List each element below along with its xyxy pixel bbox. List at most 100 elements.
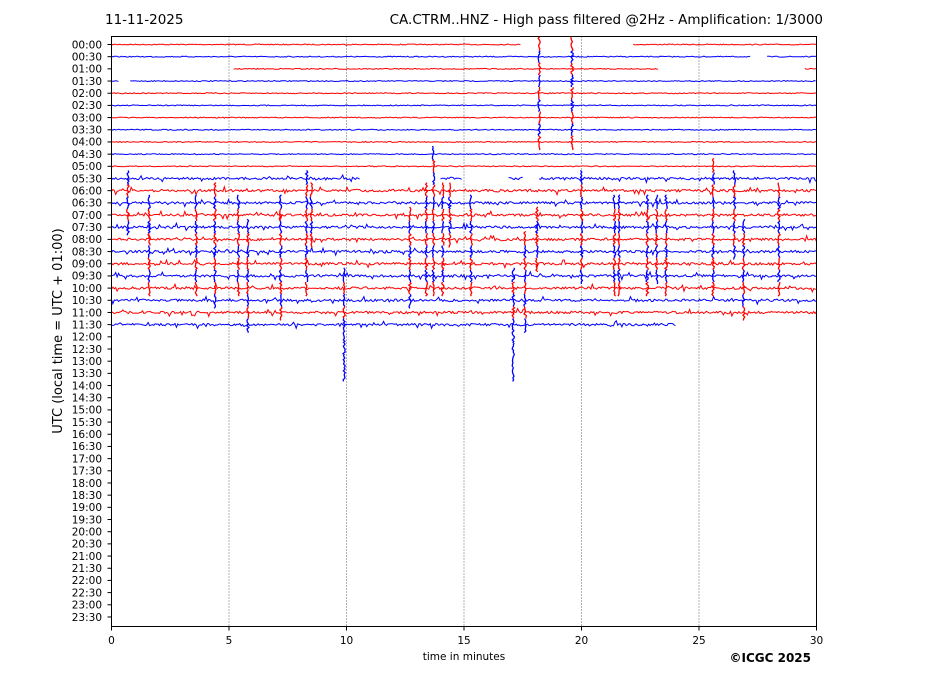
trace-06:00 <box>111 184 817 197</box>
event-spike <box>305 269 309 283</box>
trace-03:00 <box>111 116 817 119</box>
event-spike <box>777 220 781 234</box>
trace-05:30 <box>539 176 817 185</box>
event-spike <box>194 257 198 271</box>
event-spike <box>424 182 429 198</box>
y-tick-label: 09:00 <box>72 259 102 271</box>
event-spike <box>612 221 617 234</box>
event-spike <box>246 269 250 283</box>
trace-09:00 <box>111 258 817 270</box>
event-spike <box>431 245 435 258</box>
event-spike <box>408 245 412 259</box>
event-spike <box>441 196 445 209</box>
event-spike <box>569 74 575 88</box>
event-spike <box>523 281 527 295</box>
event-spike <box>534 257 539 273</box>
event-spike <box>126 184 131 197</box>
event-spike <box>304 220 309 234</box>
event-spike <box>305 196 309 210</box>
event-spike <box>441 182 445 197</box>
event-spike <box>246 294 250 307</box>
y-tick-label: 12:00 <box>72 332 102 344</box>
event-spike <box>645 245 650 259</box>
y-tick-label: 11:30 <box>72 319 102 331</box>
event-spike <box>777 281 781 297</box>
event-spike <box>309 196 313 210</box>
event-spike <box>408 269 412 283</box>
y-tick-label: 03:00 <box>72 112 102 124</box>
trace-05:00 <box>111 165 817 168</box>
y-tick-label: 08:00 <box>72 234 102 246</box>
trace-00:30 <box>111 55 751 58</box>
y-tick-label: 04:30 <box>72 149 102 161</box>
event-spike <box>147 245 151 258</box>
event-spike <box>579 257 583 270</box>
trace-05:30 <box>111 173 360 183</box>
event-spike <box>147 208 151 222</box>
event-spike <box>732 208 736 222</box>
event-spike <box>655 208 659 222</box>
event-spike <box>279 294 283 307</box>
event-spike <box>279 220 283 234</box>
x-axis-ticks: 0 5 10 15 20 25 30 <box>108 626 823 647</box>
event-spike <box>617 194 621 210</box>
event-spike <box>147 232 151 246</box>
x-tick-label: 10 <box>340 635 353 647</box>
event-spike <box>212 196 217 210</box>
event-spike <box>236 208 240 222</box>
event-spike <box>147 281 151 297</box>
event-spike <box>732 170 737 185</box>
event-spike <box>236 257 240 270</box>
event-spike <box>777 196 781 210</box>
event-spike <box>777 208 781 222</box>
event-spike <box>537 135 542 151</box>
event-spike <box>777 182 780 197</box>
y-tick-label: 07:00 <box>72 210 102 222</box>
x-axis-label: time in minutes <box>423 651 505 663</box>
event-spike <box>424 233 429 246</box>
y-tick-label: 01:00 <box>72 64 102 76</box>
event-spike <box>537 87 541 100</box>
y-axis-ticks: 00:0000:3001:0001:3002:0002:3003:0003:30… <box>72 39 112 624</box>
event-spike <box>711 157 715 173</box>
event-spike <box>579 269 584 285</box>
trace-04:00 <box>111 140 817 143</box>
event-spike <box>741 257 746 271</box>
event-spike <box>194 208 198 222</box>
y-tick-label: 13:30 <box>72 368 102 380</box>
trace-10:00 <box>111 282 817 294</box>
trace-09:30 <box>111 270 817 282</box>
event-spike <box>469 233 473 246</box>
trace-07:30 <box>111 221 817 232</box>
event-spike <box>645 257 649 270</box>
event-spike <box>711 233 716 246</box>
y-tick-label: 10:30 <box>72 295 102 307</box>
event-spike <box>579 208 584 222</box>
event-spike <box>431 172 436 185</box>
event-spike <box>511 367 515 382</box>
event-spike <box>304 170 309 185</box>
copyright-label: ©ICGC 2025 <box>729 651 811 665</box>
event-spike <box>535 245 539 258</box>
date-label: 11-11-2025 <box>105 12 184 28</box>
y-tick-label: 23:00 <box>72 600 102 612</box>
event-spike <box>236 220 241 234</box>
y-tick-label: 19:30 <box>72 514 102 526</box>
event-spike <box>342 281 346 295</box>
event-spike <box>469 257 473 270</box>
event-spike <box>431 220 436 234</box>
event-spike <box>245 281 250 295</box>
event-spike <box>408 206 412 222</box>
event-spike <box>424 220 428 234</box>
event-spike <box>537 74 541 88</box>
event-spike <box>213 294 217 309</box>
trace-lines <box>111 43 817 330</box>
event-spike <box>645 208 650 222</box>
event-spike <box>431 269 436 283</box>
event-spike <box>511 281 515 295</box>
event-spike <box>448 220 452 234</box>
y-tick-label: 16:00 <box>72 429 102 441</box>
y-tick-label: 17:30 <box>72 466 102 478</box>
y-tick-label: 14:30 <box>72 393 102 405</box>
event-spike <box>523 245 527 259</box>
